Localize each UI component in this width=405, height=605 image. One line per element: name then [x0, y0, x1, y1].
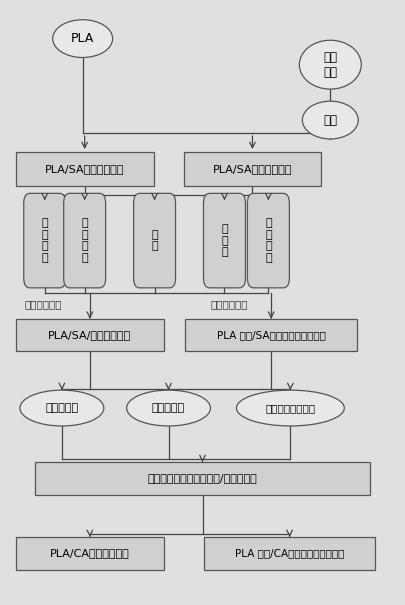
FancyBboxPatch shape — [185, 319, 357, 352]
FancyBboxPatch shape — [16, 537, 164, 570]
Text: PLA: PLA — [71, 32, 94, 45]
Text: 熔
喷: 熔 喷 — [151, 230, 158, 252]
Text: PLA/SA（药物）溶液: PLA/SA（药物）溶液 — [213, 164, 292, 174]
Text: 氯化钙溶液: 氯化钙溶液 — [152, 403, 185, 413]
Text: PLA 纤维/CA（药物）颗粒或纤维: PLA 纤维/CA（药物）颗粒或纤维 — [235, 548, 344, 558]
Text: 海藻
酸钠: 海藻 酸钠 — [323, 51, 337, 79]
FancyBboxPatch shape — [16, 319, 164, 352]
Text: 离
心
纺
丝: 离 心 纺 丝 — [81, 218, 88, 263]
Text: 膜
裂
法: 膜 裂 法 — [221, 224, 228, 257]
FancyBboxPatch shape — [35, 462, 370, 495]
Text: 其
他
方
法: 其 他 方 法 — [265, 218, 272, 263]
FancyBboxPatch shape — [24, 194, 66, 288]
Ellipse shape — [237, 390, 344, 426]
Ellipse shape — [127, 390, 211, 426]
FancyBboxPatch shape — [134, 194, 175, 288]
Text: 乳液一次成型: 乳液一次成型 — [25, 299, 62, 309]
FancyBboxPatch shape — [16, 152, 153, 186]
Text: 喷涂、浸泡等方法进行钠/钙离子交换: 喷涂、浸泡等方法进行钠/钙离子交换 — [148, 474, 257, 483]
Text: 静
电
纺
丝: 静 电 纺 丝 — [41, 218, 48, 263]
FancyBboxPatch shape — [247, 194, 290, 288]
Text: PLA 纤维/SA（药物）颗粒或纤维: PLA 纤维/SA（药物）颗粒或纤维 — [217, 330, 326, 340]
Ellipse shape — [53, 20, 113, 57]
Text: 药物: 药物 — [323, 114, 337, 126]
Ellipse shape — [299, 41, 361, 89]
FancyBboxPatch shape — [204, 537, 375, 570]
Text: PLA/CA（药物）纤维: PLA/CA（药物）纤维 — [50, 548, 130, 558]
Text: 溶液分别成型: 溶液分别成型 — [211, 299, 248, 309]
Text: 乙酸钙溶液: 乙酸钙溶液 — [45, 403, 79, 413]
FancyBboxPatch shape — [64, 194, 106, 288]
Ellipse shape — [303, 101, 358, 139]
FancyBboxPatch shape — [203, 194, 245, 288]
Text: 其他可溶钙盐溶液: 其他可溶钙盐溶液 — [265, 403, 315, 413]
Text: PLA/SA/（药物）纤维: PLA/SA/（药物）纤维 — [48, 330, 131, 340]
FancyBboxPatch shape — [183, 152, 321, 186]
Ellipse shape — [20, 390, 104, 426]
Text: PLA/SA（药物）乳液: PLA/SA（药物）乳液 — [45, 164, 124, 174]
